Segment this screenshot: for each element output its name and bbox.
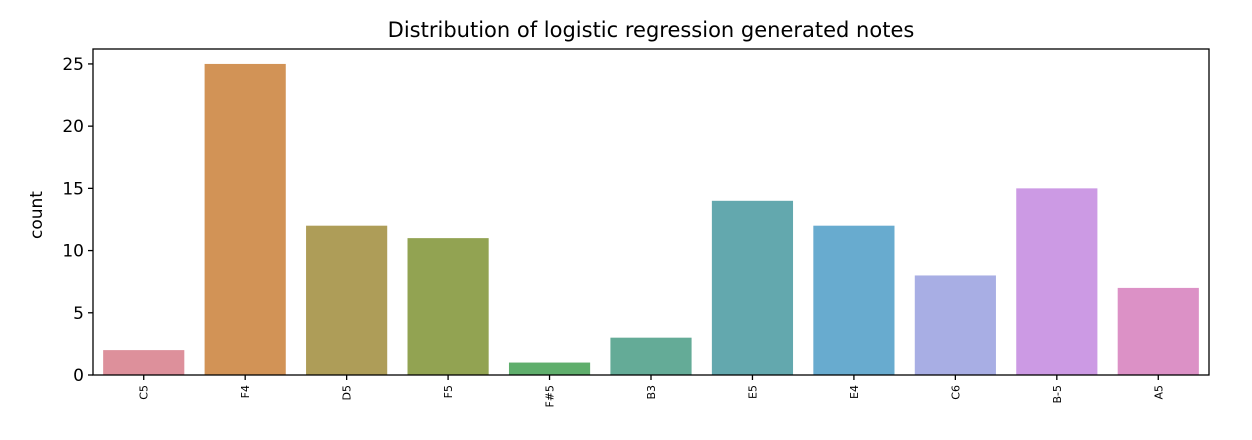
bars-group (103, 63, 1199, 375)
bar-a5 (1117, 287, 1199, 375)
x-tick-label: C6 (949, 385, 962, 400)
x-tick-label: E5 (746, 385, 759, 399)
y-tick-label: 0 (73, 366, 84, 386)
x-tick-label: B3 (645, 385, 658, 400)
chart-title: Distribution of logistic regression gene… (388, 18, 915, 42)
x-tick-label: E4 (848, 385, 861, 399)
bar-f5 (407, 238, 489, 375)
y-tick-label: 5 (73, 304, 84, 324)
bar-c5 (103, 350, 185, 375)
x-axis-ticks: C5 F4 D5 F5 F#5 B3 E5 E4 C6 B-5 A5 (138, 375, 1165, 408)
x-tick-label: D5 (341, 385, 354, 400)
x-tick-label: B-5 (1051, 385, 1064, 404)
bar-b3 (610, 337, 692, 375)
x-tick-label: F#5 (544, 385, 557, 408)
bar-e5 (711, 200, 794, 375)
x-tick-label: A5 (1152, 385, 1165, 400)
bar-d5 (306, 225, 388, 375)
y-axis-label: count (27, 191, 47, 239)
y-axis-ticks: 0 5 10 15 20 25 (62, 55, 93, 386)
bar-b-5 (1016, 188, 1098, 375)
y-tick-label: 10 (62, 242, 84, 262)
bar-f4 (204, 63, 286, 375)
y-tick-label: 25 (62, 55, 84, 75)
x-tick-label: F4 (239, 385, 252, 398)
y-tick-label: 20 (62, 117, 84, 137)
plot-frame (92, 48, 1210, 376)
y-tick-label: 15 (62, 179, 84, 199)
bar-c6 (914, 275, 996, 375)
bar-fsharp5 (508, 362, 591, 375)
x-tick-label: F5 (442, 385, 455, 398)
x-tick-label: C5 (138, 385, 151, 400)
bar-e4 (813, 225, 895, 375)
